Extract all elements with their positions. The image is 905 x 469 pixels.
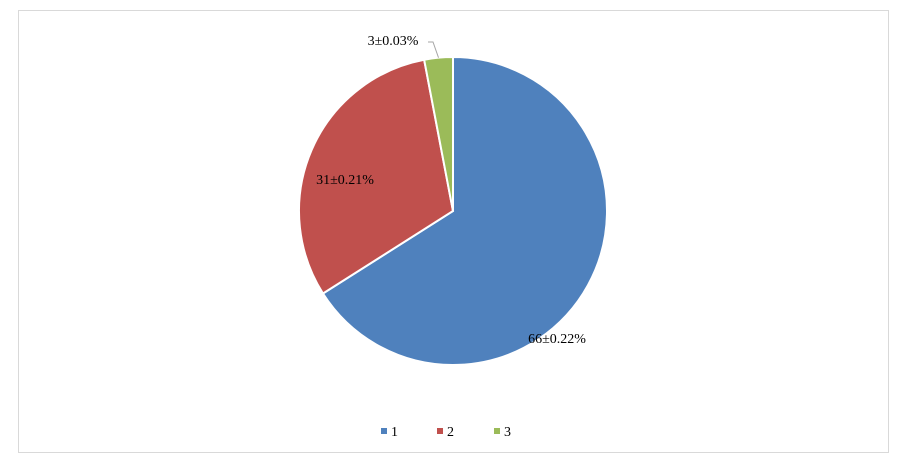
legend-label: 1 <box>391 425 398 440</box>
legend-label: 2 <box>447 425 454 440</box>
data-label: 66±0.22% <box>528 332 586 347</box>
pie-slice <box>321 55 608 366</box>
pie-slice <box>298 58 455 295</box>
legend-swatch <box>494 428 500 434</box>
leader-line <box>428 41 439 58</box>
legend-swatch <box>437 428 443 434</box>
legend-label: 3 <box>504 425 511 440</box>
data-label: 3±0.03% <box>368 34 419 49</box>
data-label: 31±0.21% <box>316 173 374 188</box>
legend-swatch <box>381 428 387 434</box>
